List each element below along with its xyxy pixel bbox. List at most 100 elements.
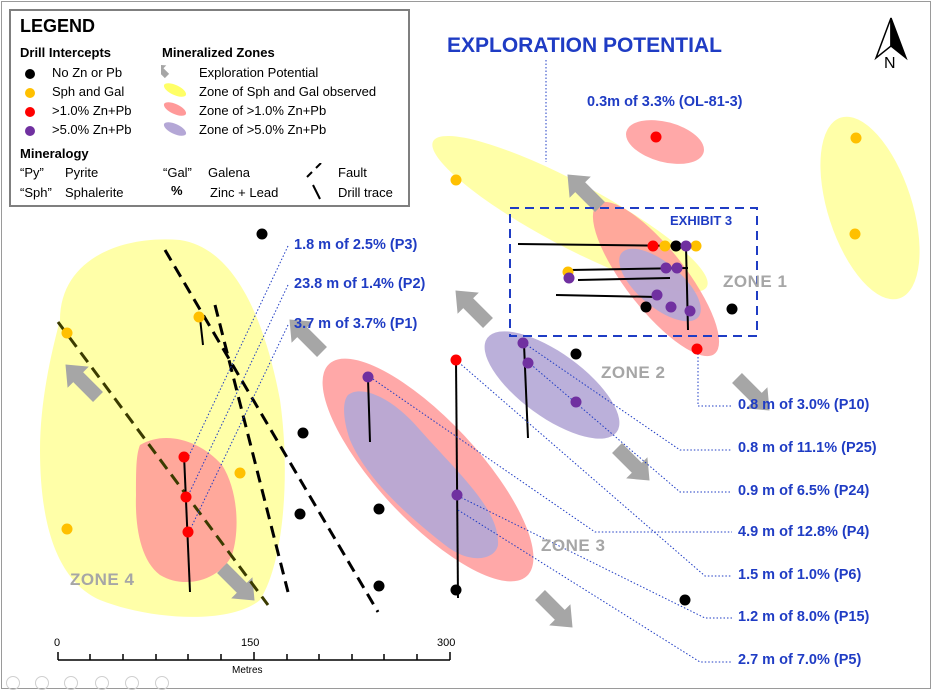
drill-hole-zn-pb-5pct — [517, 337, 529, 349]
intercept-label-p3: 1.8 m of 2.5% (P3) — [294, 237, 418, 253]
drill-hole-zn-pb-5pct — [665, 301, 677, 313]
zone3-purple-area — [344, 391, 499, 559]
drill-trace — [199, 317, 204, 346]
exhibit-3-box — [509, 207, 758, 337]
legend-purple-swatch — [163, 122, 187, 136]
intercept-label-ol-81-3: 0.3m of 3.3% (OL-81-3) — [587, 94, 743, 110]
zone-2-label: ZONE 2 — [601, 363, 666, 382]
drill-hole-zn-pb-5pct — [684, 305, 696, 317]
legend-item-5pct: >5.0% Zn+Pb — [52, 122, 132, 137]
drill-hole-zn-pb-1pct — [450, 354, 462, 366]
drill-trace — [455, 359, 459, 599]
zone-1-label: ZONE 1 — [723, 272, 788, 291]
toolbar-pen-icon[interactable] — [64, 676, 78, 690]
drill-hole-no-zn-pb — [670, 240, 682, 252]
legend-item-sph-gal: Sph and Gal — [52, 84, 125, 99]
zone-3-label: ZONE 3 — [541, 536, 606, 555]
intercept-label-p6: 1.5 m of 1.0% (P6) — [738, 567, 862, 583]
sph-abbr: “Sph” — [20, 185, 52, 200]
exploration-arrow-zone4-down — [217, 563, 255, 601]
exploration-arrow-zone1-up — [567, 174, 605, 212]
drill-hole-no-zn-pb — [679, 594, 691, 606]
toolbar-slides-icon[interactable] — [95, 676, 109, 690]
exploration-arrow-zone2-up — [455, 290, 493, 328]
intercept-label-p4: 4.9 m of 12.8% (P4) — [738, 524, 870, 540]
intercept-label-p10: 0.8 m of 3.0% (P10) — [738, 397, 870, 413]
drill-hole-zn-pb-5pct — [660, 262, 672, 274]
legend-exploration-arrow-icon — [161, 64, 170, 79]
toolbar-zoom-icon[interactable] — [125, 676, 139, 690]
intercept-label-p2: 23.8 m of 1.4% (P2) — [294, 276, 426, 292]
drill-trace-symbol-icon — [312, 184, 321, 200]
drill-hole-no-zn-pb — [294, 508, 306, 520]
zone-4-label: ZONE 4 — [70, 570, 135, 589]
legend-black-dot-icon — [25, 69, 35, 79]
exploration-arrows — [65, 174, 770, 628]
drill-hole-zn-pb-5pct — [651, 289, 663, 301]
drill-hole-sph-gal — [234, 467, 246, 479]
drill-hole-sph-gal — [193, 311, 205, 323]
mineralized-zones-heading: Mineralized Zones — [162, 45, 275, 60]
legend-orange-dot-icon — [25, 88, 35, 98]
legend-item-1pct-zone: Zone of >1.0% Zn+Pb — [199, 103, 327, 118]
zone2-purple-area — [484, 331, 620, 439]
drill-trace-label: Drill trace — [338, 185, 393, 200]
drill-hole-no-zn-pb — [450, 584, 462, 596]
north-arrow-icon — [874, 17, 908, 61]
intercept-label-p1: 3.7 m of 3.7% (P1) — [294, 316, 418, 332]
drill-hole-zn-pb-1pct — [691, 343, 703, 355]
fault-symbol-icon — [306, 171, 313, 178]
toolbar-back-icon[interactable] — [6, 676, 20, 690]
drill-hole-sph-gal — [61, 523, 73, 535]
legend-item-no-zn-pb: No Zn or Pb — [52, 65, 123, 80]
py-abbr: “Py” — [20, 165, 44, 180]
ol-81-3-red-area — [626, 120, 704, 164]
scale-unit: Metres — [232, 665, 263, 676]
pct-label: Zinc + Lead — [210, 185, 279, 200]
drill-hole-no-zn-pb — [373, 580, 385, 592]
intercept-label-p24: 0.9 m of 6.5% (P24) — [738, 483, 870, 499]
exhibit-3-label: EXHIBIT 3 — [670, 213, 733, 228]
drill-hole-no-zn-pb — [256, 228, 268, 240]
scale-tick-0: 0 — [54, 637, 61, 649]
legend-purple-dot-icon — [25, 126, 35, 136]
east-yellow-area — [820, 116, 920, 300]
viewer-toolbar — [0, 672, 200, 692]
exploration-arrow-zone4-up — [65, 364, 103, 402]
drill-hole-sph-gal — [659, 240, 671, 252]
drill-hole-sph-gal — [690, 240, 702, 252]
drill-holes — [61, 131, 862, 606]
exploration-arrow-zone3-down — [535, 590, 573, 628]
fault-central — [213, 304, 290, 593]
drill-hole-sph-gal — [849, 228, 861, 240]
drill-hole-zn-pb-1pct — [180, 491, 192, 503]
py-label: Pyrite — [65, 165, 99, 180]
drill-hole-zn-pb-1pct — [182, 526, 194, 538]
drill-hole-sph-gal — [850, 132, 862, 144]
scale-tick-300: 300 — [437, 637, 456, 649]
legend-item-sph-gal-zone: Zone of Sph and Gal observed — [199, 84, 377, 99]
drill-hole-zn-pb-5pct — [451, 489, 463, 501]
drill-hole-zn-pb-5pct — [522, 357, 534, 369]
map-title: EXPLORATION POTENTIAL — [447, 34, 722, 57]
drill-hole-sph-gal — [61, 327, 73, 339]
faults — [56, 249, 380, 613]
drill-hole-no-zn-pb — [726, 303, 738, 315]
drill-hole-zn-pb-5pct — [671, 262, 683, 274]
toolbar-forward-icon[interactable] — [35, 676, 49, 690]
legend-red-swatch — [163, 102, 187, 116]
exploration-arrow-zone2-down — [612, 443, 650, 481]
zone1-purple-area — [619, 248, 701, 322]
drill-trace — [555, 294, 659, 298]
drill-hole-sph-gal — [450, 174, 462, 186]
gal-label: Galena — [208, 165, 250, 180]
legend-yellow-swatch — [163, 83, 187, 97]
drill-hole-no-zn-pb — [570, 348, 582, 360]
toolbar-more-icon[interactable] — [155, 676, 169, 690]
drill-hole-no-zn-pb — [297, 427, 309, 439]
mineralogy-heading: Mineralogy — [20, 146, 89, 161]
drill-hole-zn-pb-1pct — [647, 240, 659, 252]
legend-item-exploration: Exploration Potential — [199, 65, 319, 80]
drill-trace — [183, 454, 191, 593]
scale-bar — [57, 652, 451, 661]
